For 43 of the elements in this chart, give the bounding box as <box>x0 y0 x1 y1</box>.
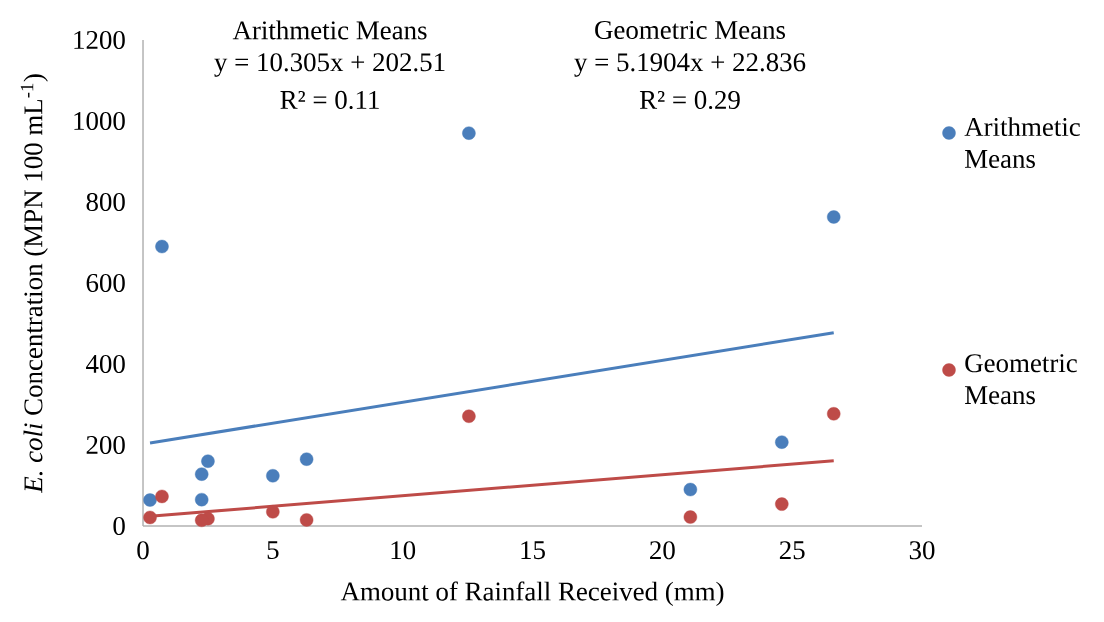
y-tick-label: 800 <box>86 192 125 212</box>
x-tick-label: 25 <box>779 541 805 560</box>
point <box>462 409 476 423</box>
x-tick-label: 30 <box>909 541 935 560</box>
annotation: y = 5.1904x + 22.836 <box>574 53 806 77</box>
y-tick-label: 600 <box>86 273 125 293</box>
legend-label: Geometric Means <box>964 354 1077 405</box>
point <box>299 513 314 527</box>
x-tick-label: 20 <box>650 541 675 560</box>
x-tick-label: 0 <box>137 541 149 560</box>
y-tick-label: 1200 <box>74 30 125 50</box>
point <box>266 505 280 519</box>
x-tick-label: 5 <box>267 541 279 560</box>
x-tick-label: 15 <box>521 541 545 560</box>
point <box>143 510 157 525</box>
annotation: y = 10.305x + 202.51 <box>214 53 445 77</box>
point <box>299 452 314 466</box>
point <box>194 467 209 481</box>
point <box>775 497 789 511</box>
point <box>155 239 169 254</box>
point <box>775 435 789 449</box>
point <box>683 482 698 497</box>
annotation: R² = 0.11 <box>280 90 379 110</box>
point <box>462 126 476 140</box>
point <box>143 493 157 507</box>
x-axis-title: Amount of Rainfall Received (mm) <box>340 581 724 607</box>
point <box>266 469 280 483</box>
text: Geometric Means <box>595 20 786 40</box>
point <box>194 492 209 507</box>
text: Arithmetic Means <box>232 20 427 40</box>
y-tick-label: 0 <box>113 516 125 536</box>
point <box>201 454 215 468</box>
annotation: R² = 0.29 <box>639 90 740 110</box>
y-axis-title: E. coli Concentration (MPN 100 mL$^{-1}$) <box>20 74 48 494</box>
point <box>827 210 841 224</box>
y-tick-label: 1000 <box>74 111 125 131</box>
point <box>155 489 169 504</box>
y-tick-label: 400 <box>86 354 125 374</box>
point <box>683 510 698 524</box>
y-tick-label: 200 <box>86 435 125 455</box>
legend-label: Arithmetic Means <box>964 117 1080 168</box>
point <box>827 407 841 421</box>
x-tick-label: 10 <box>391 541 416 560</box>
